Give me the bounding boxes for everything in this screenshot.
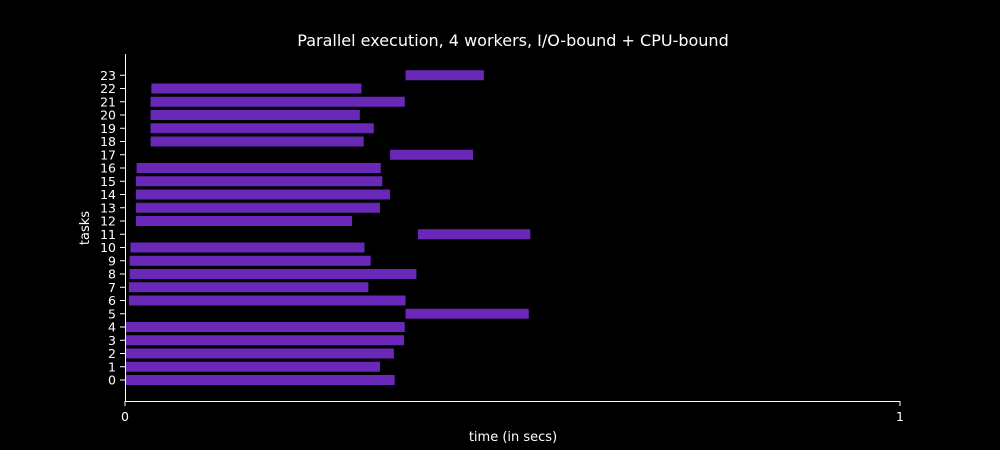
y-tick-label-13: 13 (100, 200, 116, 215)
y-tick-label-2: 2 (108, 346, 116, 361)
task-bar-14 (135, 189, 391, 200)
y-tick-label-23: 23 (100, 68, 116, 83)
y-tick-label-9: 9 (108, 253, 116, 268)
x-tick-label-1: 1 (896, 409, 904, 424)
task-bar-0 (125, 375, 395, 385)
task-bar-10 (130, 242, 365, 253)
x-tick-label-0: 0 (121, 409, 129, 424)
y-tick-label-12: 12 (100, 214, 116, 229)
y-tick-label-0: 0 (108, 373, 116, 388)
task-bar-6 (128, 295, 406, 306)
task-bar-20 (150, 110, 360, 120)
task-bar-19 (150, 123, 374, 134)
bars-group (125, 70, 531, 385)
y-tick-label-20: 20 (100, 108, 116, 123)
task-bar-22 (151, 83, 362, 94)
task-bar-13 (135, 202, 380, 213)
y-tick-label-22: 22 (100, 81, 116, 96)
task-bar-8 (129, 269, 417, 279)
y-tick-label-21: 21 (100, 94, 116, 109)
y-tick-label-11: 11 (100, 227, 116, 242)
task-bar-12 (135, 216, 353, 226)
y-tick-label-3: 3 (108, 333, 116, 348)
y-tick-label-15: 15 (100, 174, 116, 189)
y-tick-label-4: 4 (108, 320, 116, 335)
task-bar-2 (125, 348, 394, 359)
y-tick-label-6: 6 (108, 293, 116, 308)
y-tick-label-17: 17 (100, 147, 116, 162)
task-bar-18 (150, 136, 364, 147)
chart-title: Parallel execution, 4 workers, I/O-bound… (297, 31, 728, 50)
y-tick-label-5: 5 (108, 306, 116, 321)
task-bar-23 (405, 70, 484, 81)
task-bar-15 (135, 176, 383, 187)
task-bar-7 (128, 282, 369, 293)
y-tick-label-10: 10 (100, 240, 116, 255)
x-axis-label: time (in secs) (469, 430, 557, 445)
y-tick-label-8: 8 (108, 267, 116, 282)
task-bar-4 (125, 322, 405, 332)
task-bar-1 (125, 361, 380, 372)
task-bar-11 (417, 229, 531, 240)
y-tick-label-1: 1 (108, 359, 116, 374)
task-bar-5 (405, 308, 529, 319)
task-bar-16 (136, 163, 381, 173)
y-tick-label-16: 16 (100, 161, 116, 176)
task-bar-9 (129, 255, 371, 266)
y-tick-label-14: 14 (100, 187, 116, 202)
y-tick-label-18: 18 (100, 134, 116, 149)
y-axis-label: tasks (78, 211, 93, 245)
y-tick-label-7: 7 (108, 280, 116, 295)
task-bar-21 (150, 96, 405, 107)
task-bar-17 (390, 149, 473, 160)
task-bar-3 (125, 335, 404, 346)
y-tick-label-19: 19 (100, 121, 116, 136)
